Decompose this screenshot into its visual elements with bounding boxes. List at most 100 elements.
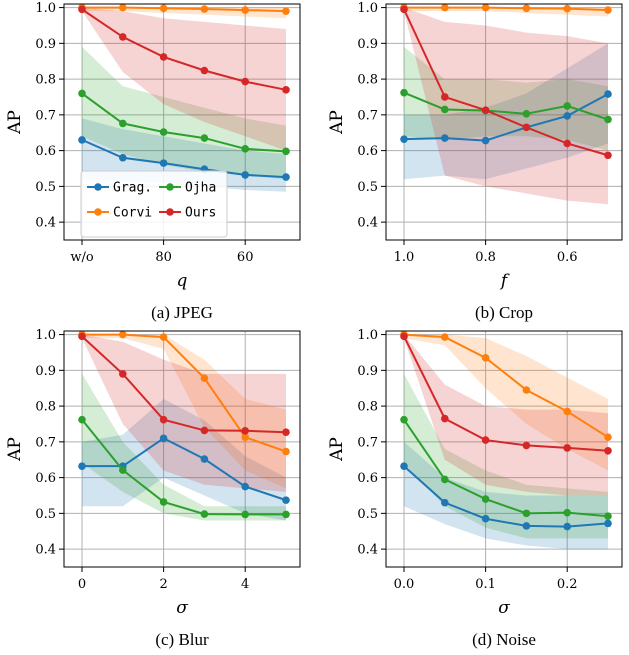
point-grag xyxy=(481,514,490,523)
y-tick-label: 0.5 xyxy=(35,180,56,195)
point-ojha xyxy=(441,475,449,484)
point-ours xyxy=(441,93,449,101)
point-ours xyxy=(200,426,209,435)
point-ours xyxy=(604,151,612,160)
series-line-corvi xyxy=(82,6,287,13)
y-tick-label: 0.5 xyxy=(357,507,378,522)
legend-marker xyxy=(166,183,174,191)
point-corvi xyxy=(481,354,490,362)
point-grag xyxy=(441,498,449,507)
point-ours xyxy=(159,53,168,61)
point-ours xyxy=(241,426,249,435)
y-tick-label: 0.9 xyxy=(35,37,56,52)
x-axis-label: q xyxy=(177,271,188,291)
panel-caption: (b) Crop xyxy=(475,303,533,322)
point-ours xyxy=(159,415,168,424)
y-tick-label: 0.8 xyxy=(35,400,56,415)
series-line-ours xyxy=(81,8,287,91)
band-ojha xyxy=(404,373,608,539)
x-tick-label: 0.8 xyxy=(475,250,496,265)
panel-blur: 0.4 0.5 0.6 0.7 0.8 0.9 1.0 0 2 4 AP σ (c) Blur xyxy=(5,328,301,649)
x-tick-label: 0.6 xyxy=(557,250,578,265)
point-ojha xyxy=(563,102,571,110)
series-line-corvi xyxy=(403,333,609,439)
band-ours xyxy=(404,7,608,205)
band-ojha xyxy=(82,373,286,521)
point-ojha xyxy=(522,109,531,118)
panel-caption: (d) Noise xyxy=(472,630,536,649)
series-line-grag xyxy=(81,138,287,179)
point-ojha xyxy=(78,89,86,98)
point-ours xyxy=(119,370,127,378)
band-corvi xyxy=(82,334,286,489)
point-ours xyxy=(119,33,127,41)
series-line-ours xyxy=(403,8,609,157)
panel-jpeg: 0.4 0.5 0.6 0.7 0.8 0.9 1.0 w/o 80 60 AP q (a) JPEG G… xyxy=(5,1,301,322)
point-ojha xyxy=(282,147,290,156)
point-corvi xyxy=(522,4,531,13)
legend-label: Ojha xyxy=(185,181,216,196)
x-tick-label: 80 xyxy=(155,250,172,265)
y-tick-label: 0.7 xyxy=(35,435,56,450)
panel-noise: 0.4 0.5 0.6 0.7 0.8 0.9 1.0 0.0 0.1 0.2 AP σ (d) Noi… xyxy=(327,328,623,649)
point-ours xyxy=(78,5,86,14)
point-corvi xyxy=(159,333,168,341)
point-ours xyxy=(400,5,408,14)
point-grag xyxy=(604,519,612,528)
band-ours xyxy=(82,334,286,492)
legend-label: Ours xyxy=(185,206,216,221)
point-grag xyxy=(241,482,249,491)
y-axis-label: AP xyxy=(327,437,347,462)
x-tick-label: 0.2 xyxy=(557,577,578,592)
y-tick-label: 0.5 xyxy=(35,507,56,522)
y-tick-label: 0.6 xyxy=(357,471,378,486)
y-tick-label: 1.0 xyxy=(357,328,378,343)
point-corvi xyxy=(159,4,168,13)
point-ojha xyxy=(604,115,612,124)
y-tick-label: 0.6 xyxy=(35,144,56,159)
point-ojha xyxy=(604,512,612,521)
x-tick-label: 4 xyxy=(241,577,249,592)
point-ojha xyxy=(241,510,249,519)
series-line-grag xyxy=(403,93,609,142)
point-corvi xyxy=(522,386,531,394)
point-ours xyxy=(78,332,86,341)
band-corvi xyxy=(404,334,608,471)
y-tick-label: 0.6 xyxy=(357,144,378,159)
point-grag xyxy=(78,462,86,470)
y-tick-label: 0.7 xyxy=(35,108,56,123)
point-ojha xyxy=(441,105,449,114)
y-tick-label: 0.4 xyxy=(357,216,378,231)
y-tick-label: 0.4 xyxy=(35,216,56,231)
point-ours xyxy=(563,139,571,148)
band-ojha xyxy=(404,46,608,151)
series-line-ojha xyxy=(81,92,287,153)
point-corvi xyxy=(441,3,449,12)
y-tick-label: 0.4 xyxy=(35,543,56,558)
point-grag xyxy=(481,136,490,145)
point-grag xyxy=(400,135,408,143)
plot-frame xyxy=(63,330,301,568)
x-axis-label: σ xyxy=(176,598,188,618)
point-ours xyxy=(481,106,490,114)
x-tick-label: 0.1 xyxy=(475,577,496,592)
series-line-ojha xyxy=(81,419,286,516)
series-line-grag xyxy=(403,465,609,528)
y-tick-label: 1.0 xyxy=(35,1,56,16)
point-corvi xyxy=(200,374,209,383)
point-ours xyxy=(400,332,408,341)
band-ours xyxy=(404,334,608,496)
panel-crop: 0.4 0.5 0.6 0.7 0.8 0.9 1.0 1.0 0.8 0.6 AP f (b) Cro… xyxy=(327,1,623,322)
y-tick-label: 1.0 xyxy=(35,328,56,343)
band-corvi xyxy=(404,7,608,17)
point-corvi xyxy=(604,433,612,442)
y-axis-label: AP xyxy=(5,110,25,135)
point-ours xyxy=(481,436,490,444)
point-corvi xyxy=(282,7,290,15)
legend-box xyxy=(80,170,228,238)
y-tick-label: 0.9 xyxy=(35,364,56,379)
x-tick-label: 1.0 xyxy=(394,250,415,265)
point-ours xyxy=(200,66,209,75)
point-grag xyxy=(159,434,168,443)
point-grag xyxy=(241,171,249,179)
